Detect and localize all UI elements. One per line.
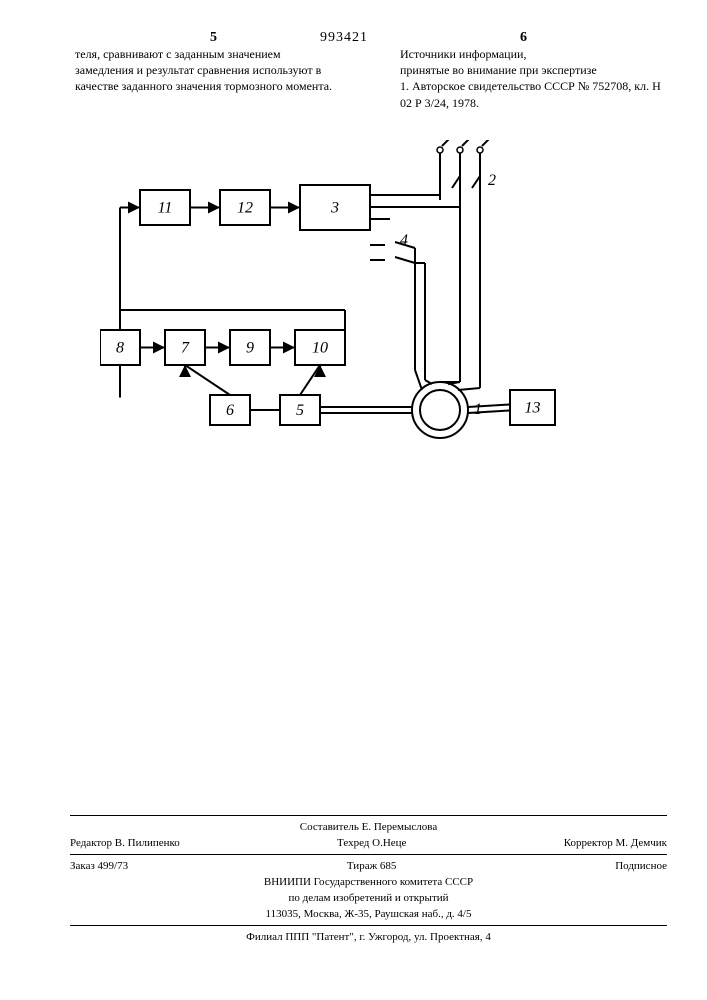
svg-text:9: 9 — [246, 340, 254, 357]
footer-org1: ВНИИПИ Государственного комитета СССР — [70, 874, 667, 890]
svg-text:7: 7 — [181, 340, 190, 357]
svg-text:10: 10 — [312, 340, 328, 357]
page: 5 993421 6 теля, сравнивают с заданным з… — [0, 0, 707, 1000]
svg-text:13: 13 — [525, 400, 541, 417]
svg-text:11: 11 — [158, 200, 173, 217]
svg-text:2: 2 — [488, 172, 496, 189]
footer-corrector: Корректор М. Демчик — [564, 837, 667, 849]
svg-text:6: 6 — [226, 402, 234, 419]
circuit-diagram: 11123879106513124 — [100, 140, 600, 520]
svg-text:8: 8 — [116, 340, 124, 357]
footer-address: 113035, Москва, Ж-35, Раушская наб., д. … — [70, 906, 667, 922]
footer-branch: Филиал ППП "Патент", г. Ужгород, ул. Про… — [70, 929, 667, 945]
svg-text:3: 3 — [330, 200, 339, 217]
svg-text:5: 5 — [296, 402, 304, 419]
right-column-text: Источники информации, принятые во вниман… — [400, 46, 665, 111]
col-num-left: 5 — [210, 30, 217, 46]
footer-tirazh: Тираж 685 — [347, 860, 397, 872]
footer-org2: по делам изобретений и открытий — [70, 890, 667, 906]
svg-text:4: 4 — [400, 232, 408, 249]
footer-subscription: Подписное — [615, 860, 667, 872]
footer-tech: Техред О.Неце — [337, 837, 406, 849]
document-number: 993421 — [320, 30, 368, 46]
col-num-right: 6 — [520, 30, 527, 46]
svg-text:12: 12 — [237, 200, 253, 217]
left-column-text: теля, сравнивают с заданным значением за… — [75, 46, 340, 95]
footer: Составитель Е. Перемыслова Редактор В. П… — [70, 812, 667, 945]
footer-compiler: Составитель Е. Перемыслова — [70, 819, 667, 835]
footer-editor: Редактор В. Пилипенко — [70, 837, 180, 849]
footer-order: Заказ 499/73 — [70, 860, 128, 872]
svg-text:1: 1 — [474, 401, 482, 418]
